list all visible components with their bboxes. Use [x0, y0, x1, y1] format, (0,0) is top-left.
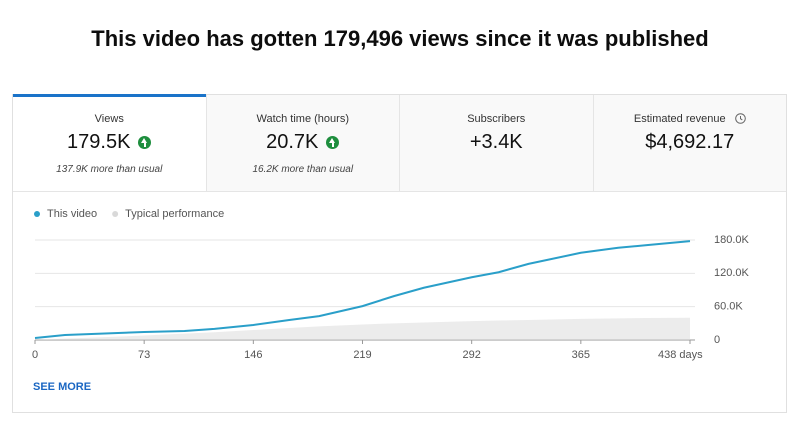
x-tick-label: 146 [244, 349, 262, 361]
metric-row: +3.4K [400, 131, 593, 154]
y-tick-label: 60.0K [714, 301, 743, 313]
metric-row: $4,692.17 [594, 131, 787, 154]
legend-label: Typical performance [125, 208, 224, 220]
legend-swatch [34, 211, 40, 217]
page-title: This video has gotten 179,496 views sinc… [91, 26, 709, 51]
metric-row: 20.7K [207, 131, 400, 154]
metric-note: 137.9K more than usual [56, 164, 163, 175]
clock-icon [734, 113, 746, 124]
metric-tab[interactable]: Estimated revenue $4,692.17 [592, 95, 787, 191]
legend-swatch [112, 211, 119, 217]
x-tick-label: 73 [138, 349, 150, 361]
x-tick-label: 219 [353, 349, 371, 361]
metric-tab[interactable]: Views 179.5K 137.9K more than usual [13, 94, 206, 191]
line [34, 240, 691, 339]
area [35, 317, 690, 340]
metric-tab[interactable]: Watch time (hours) 20.7K 16.2K more than… [205, 95, 400, 191]
metric-note: 16.2K more than usual [252, 164, 354, 175]
metric-value: 179.5K [67, 131, 131, 153]
x-tick-label: 438 days [658, 349, 703, 361]
analytics-card: Views 179.5K 137.9K more than usual Watc… [12, 94, 787, 413]
metric-label-text: Estimated revenue [633, 113, 726, 125]
x-tick-label: 292 [462, 349, 480, 361]
metric-label: Subscribers [467, 113, 526, 125]
metric-tabs: Views 179.5K 137.9K more than usual Watc… [13, 94, 787, 192]
metric-label: Watch time (hours) [256, 113, 349, 125]
x-tick-label: 0 [32, 349, 38, 361]
see-more-link[interactable]: SEE MORE [33, 381, 92, 393]
up-icon [138, 136, 152, 149]
x-tick-label: 365 [572, 349, 590, 361]
metric-label: Estimated revenue [594, 113, 787, 125]
metric-tab[interactable]: Subscribers +3.4K [399, 95, 593, 191]
up-icon [326, 136, 340, 149]
y-tick-label: 0 [714, 334, 720, 346]
y-tick-label: 120.0K [714, 267, 750, 279]
y-tick-label: 180.0K [714, 234, 750, 246]
metric-row: 179.5K [13, 131, 206, 154]
metric-value: 20.7K [266, 131, 319, 153]
metric-value: $4,692.17 [645, 131, 735, 153]
metric-label: Views [94, 113, 124, 125]
legend-label: This video [47, 208, 97, 220]
metric-value: +3.4K [469, 131, 523, 153]
